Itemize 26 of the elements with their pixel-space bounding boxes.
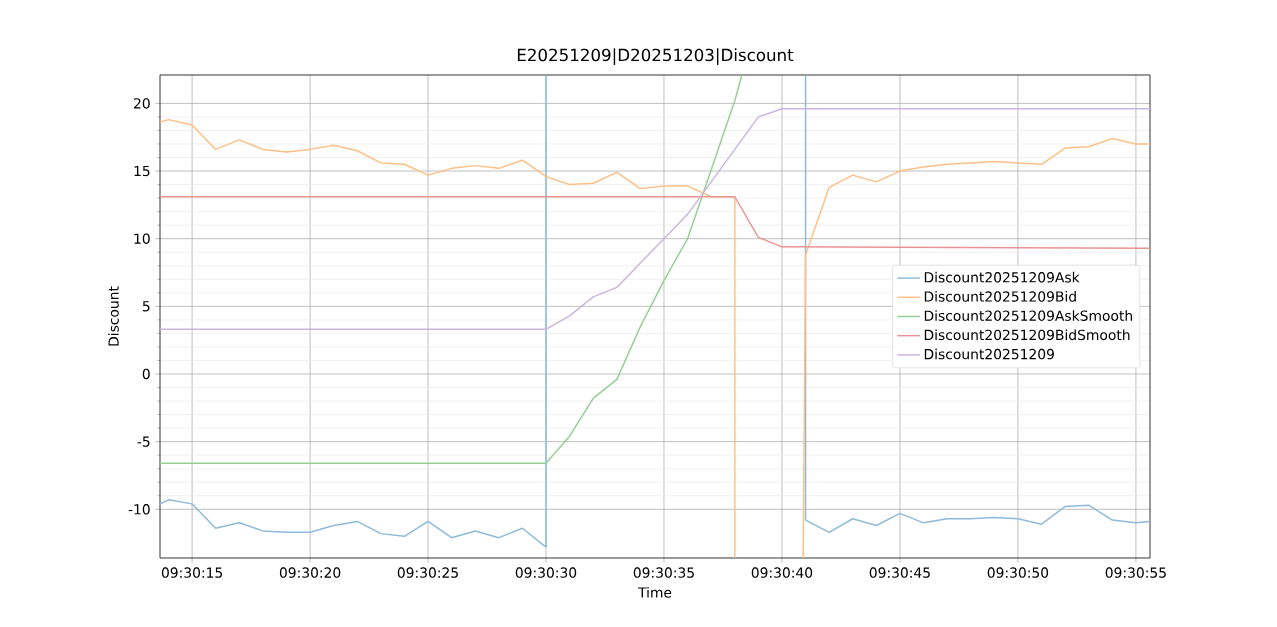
line-series: [160, 74, 743, 465]
x-tick-label: 09:30:40: [751, 567, 813, 578]
x-tick-label: 09:30:50: [987, 567, 1049, 578]
y-tick-label: 5: [142, 301, 150, 312]
legend-label: Discount20251209AskSmooth: [924, 310, 1132, 321]
legend-label: Discount20251209BidSmooth: [924, 329, 1130, 341]
x-tick-label: 09:30:45: [869, 567, 930, 578]
legend-label: Discount20251209Ask: [924, 271, 1080, 283]
legend-label: Discount20251209: [924, 348, 1054, 360]
x-tick-label: 09:30:35: [633, 567, 694, 578]
x-tick-label: 09:30:55: [1105, 567, 1166, 578]
x-tick-label: 09:30:30: [515, 567, 577, 578]
y-tick-label: 20: [134, 98, 150, 109]
line-series: [160, 196, 1151, 249]
y-tick-label: 10: [134, 233, 150, 244]
chart-title: E20251209|D20251203|Discount: [517, 48, 794, 65]
x-axis-title: Time: [638, 587, 672, 598]
y-tick-label: -10: [128, 504, 150, 515]
y-tick-label: 0: [142, 368, 150, 380]
x-tick-label: 09:30:25: [397, 567, 458, 578]
y-tick-label: -5: [137, 436, 150, 447]
y-tick-label: 15: [134, 165, 150, 177]
legend-label: Discount20251209Bid: [924, 291, 1076, 302]
y-axis-title: Discount: [108, 286, 119, 346]
x-tick-label: 09:30:20: [279, 567, 341, 578]
x-tick-label: 09:30:15: [161, 567, 223, 578]
